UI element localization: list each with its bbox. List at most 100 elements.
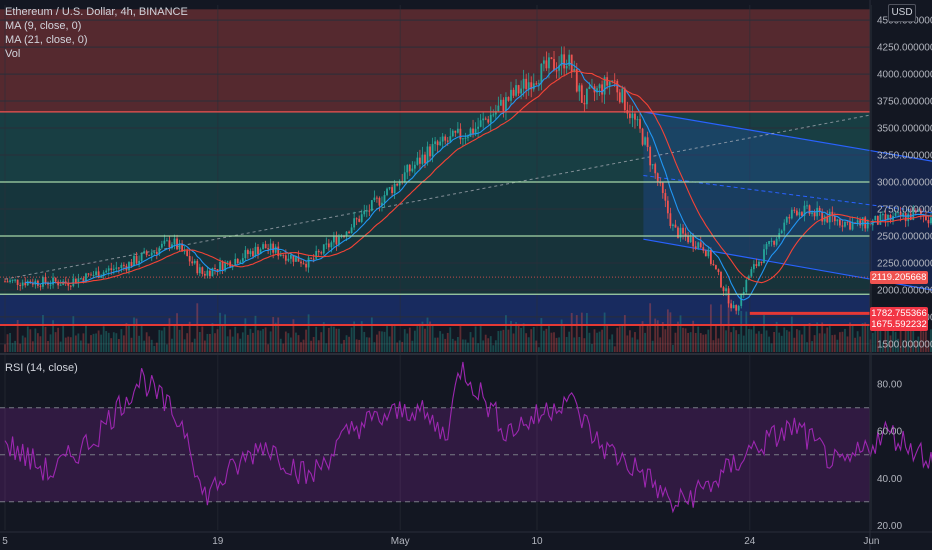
volume-bar — [368, 337, 371, 352]
candle-body — [26, 281, 29, 286]
candle-body — [811, 212, 813, 214]
rsi-tick-label: 20.00 — [877, 521, 902, 532]
channel-lower-line — [643, 238, 932, 291]
candle-body — [494, 111, 497, 115]
currency-button[interactable]: USD — [888, 4, 916, 22]
candle-body — [849, 221, 851, 230]
volume-bar — [24, 337, 27, 352]
support2-price-tag: 1675.592232 — [870, 318, 928, 332]
volume-bar — [732, 326, 735, 352]
volume-bar — [740, 310, 743, 352]
candle-body — [178, 243, 181, 250]
volume-bar — [694, 333, 697, 352]
candle-body — [252, 251, 254, 257]
volume-bar — [262, 329, 264, 352]
candle-body — [325, 243, 328, 245]
candle-body — [532, 83, 535, 90]
volume-bar — [586, 312, 588, 352]
volume-bar — [763, 315, 765, 352]
volume-bar — [745, 311, 748, 352]
candle-body — [525, 78, 528, 90]
volume-bar — [836, 339, 839, 352]
volume-bar — [760, 333, 763, 352]
volume-bar — [661, 322, 664, 352]
candle-body — [798, 212, 801, 216]
candle-body — [335, 236, 338, 245]
volume-bar — [808, 323, 811, 352]
volume-bar — [383, 331, 386, 352]
candle-body — [732, 305, 735, 309]
candle-body — [368, 210, 371, 212]
ma9-legend[interactable]: MA (9, close, 0) — [5, 20, 82, 32]
volume-bar — [626, 335, 629, 352]
volume-bar — [826, 327, 829, 352]
candle-body — [666, 200, 669, 214]
volume-bar — [709, 304, 712, 352]
time-tick-label: Jun — [863, 536, 879, 547]
candle-body — [388, 187, 391, 189]
volume-bar — [246, 334, 249, 352]
candle-body — [24, 282, 27, 286]
candle-body — [783, 222, 786, 231]
rsi-legend[interactable]: RSI (14, close) — [5, 362, 78, 374]
candle-body — [856, 220, 859, 223]
time-tick-label: 19 — [212, 536, 224, 547]
volume-bar — [370, 317, 373, 352]
time-tick-label: 5 — [2, 536, 8, 547]
candle-body — [823, 216, 826, 222]
volume-bar — [512, 333, 515, 352]
candle-body — [429, 146, 431, 157]
candle-body — [505, 97, 507, 111]
candle-body — [259, 249, 262, 255]
candle-body — [568, 54, 571, 66]
candle-body — [391, 187, 393, 194]
volume-bar — [768, 336, 770, 352]
volume-bar — [391, 324, 393, 352]
price-zone — [0, 294, 870, 326]
volume-bar — [216, 329, 219, 352]
candle-body — [596, 88, 598, 93]
volume-bar — [811, 341, 813, 352]
candle-body — [839, 219, 841, 226]
volume-bar — [140, 323, 143, 352]
price-tick-label: 3750.000000 — [877, 97, 932, 108]
candle-body — [598, 84, 601, 89]
volume-bar — [596, 332, 598, 352]
candle-body — [92, 275, 95, 277]
candle-body — [295, 256, 297, 262]
candle-body — [120, 264, 123, 269]
candle-body — [246, 250, 249, 255]
candle-body — [887, 214, 889, 221]
volume-bar — [74, 335, 77, 352]
volume-bar — [722, 323, 725, 352]
symbol-legend[interactable]: Ethereum / U.S. Dollar, 4h, BINANCE — [5, 6, 188, 18]
candle-body — [659, 182, 662, 184]
volume-bar — [29, 329, 32, 352]
volume-bar — [484, 334, 487, 352]
candle-body — [727, 288, 730, 304]
volume-bar — [532, 326, 535, 352]
volume-bar — [899, 330, 902, 352]
volume-bar — [39, 336, 42, 352]
candle-body — [365, 210, 368, 212]
volume-legend[interactable]: Vol — [5, 48, 21, 60]
volume-bar — [348, 336, 350, 352]
volume-bar — [249, 328, 252, 352]
candle-body — [806, 205, 808, 207]
volume-bar — [292, 319, 295, 352]
candle-body — [904, 213, 907, 222]
volume-bar — [163, 327, 166, 352]
candle-body — [517, 85, 520, 94]
volume-bar — [90, 335, 92, 352]
candle-body — [279, 254, 282, 257]
candle-body — [472, 128, 474, 134]
candle-body — [186, 250, 189, 256]
ma21-legend[interactable]: MA (21, close, 0) — [5, 34, 88, 46]
volume-bar — [305, 329, 307, 352]
volume-bar — [287, 333, 290, 352]
candle-body — [424, 154, 426, 164]
volume-bar — [363, 331, 366, 352]
candle-body — [907, 213, 910, 222]
volume-bar — [80, 340, 82, 352]
